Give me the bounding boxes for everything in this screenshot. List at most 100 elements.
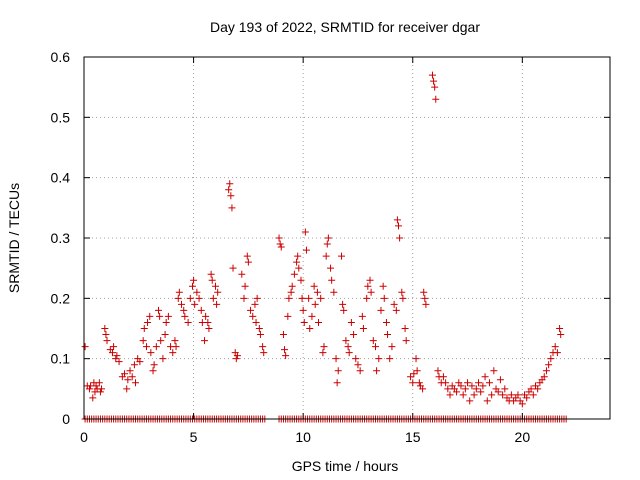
data-point xyxy=(490,367,498,375)
data-point xyxy=(288,282,296,290)
data-point xyxy=(188,282,196,290)
y-tick-label: 0.2 xyxy=(51,290,71,306)
data-point xyxy=(110,343,118,351)
data-point xyxy=(339,300,347,308)
data-point xyxy=(481,373,489,381)
y-tick-label: 0.4 xyxy=(51,170,71,186)
data-point xyxy=(412,355,420,363)
data-point xyxy=(142,343,150,351)
data-point xyxy=(501,385,509,393)
data-point xyxy=(124,376,132,384)
data-point xyxy=(431,83,439,91)
data-point xyxy=(373,367,381,375)
data-point xyxy=(472,385,480,393)
data-point xyxy=(95,379,103,387)
data-point xyxy=(233,352,241,360)
data-point xyxy=(299,306,307,314)
data-point xyxy=(409,379,417,387)
data-point xyxy=(260,349,268,357)
data-point xyxy=(174,294,182,302)
data-point xyxy=(201,337,209,345)
data-point xyxy=(422,300,430,308)
data-point xyxy=(384,331,392,339)
y-tick-label: 0.5 xyxy=(51,109,71,125)
chart-title: Day 193 of 2022, SRMTID for receiver dga… xyxy=(210,19,480,35)
data-point xyxy=(294,252,302,260)
data-point xyxy=(101,325,109,332)
axis-ticks: 0 5 10 15 20 0 0.1 0.2 0.3 0.4 0.5 0.6 xyxy=(51,49,610,445)
data-point xyxy=(253,294,261,302)
data-point xyxy=(275,234,283,242)
data-point xyxy=(256,331,264,339)
data-point xyxy=(276,240,284,248)
data-point xyxy=(212,282,219,290)
data-point xyxy=(419,385,427,393)
data-point xyxy=(442,379,450,387)
data-point xyxy=(184,318,192,326)
data-point xyxy=(190,276,198,284)
data-point xyxy=(308,312,316,320)
data-point xyxy=(214,288,222,296)
data-point xyxy=(297,276,305,284)
data-point xyxy=(364,282,372,290)
data-point xyxy=(130,361,138,369)
data-point xyxy=(102,331,110,339)
data-point xyxy=(393,216,401,224)
data-point xyxy=(202,312,210,320)
data-point xyxy=(439,373,447,381)
data-point xyxy=(432,95,440,103)
data-point xyxy=(367,288,375,296)
data-point xyxy=(444,385,452,393)
data-point xyxy=(377,306,385,314)
data-point xyxy=(494,388,502,396)
data-point xyxy=(139,337,147,345)
data-point xyxy=(162,318,170,326)
data-point xyxy=(113,352,121,360)
data-point xyxy=(126,367,134,375)
y-tick-label: 0 xyxy=(62,411,70,427)
data-point xyxy=(356,367,364,375)
data-point xyxy=(420,288,428,296)
data-point xyxy=(172,343,180,351)
grid-lines xyxy=(84,57,610,419)
data-point xyxy=(298,294,306,302)
data-point xyxy=(302,246,310,254)
data-point xyxy=(483,397,491,405)
data-point xyxy=(332,355,340,363)
x-tick-label: 20 xyxy=(515,429,531,445)
x-tick-label: 0 xyxy=(80,429,88,445)
x-axis-label: GPS time / hours xyxy=(292,458,399,474)
data-point xyxy=(477,388,485,396)
data-point xyxy=(290,270,298,278)
data-point xyxy=(470,391,478,399)
data-point xyxy=(344,343,352,351)
y-tick-label: 0.3 xyxy=(51,230,71,246)
data-point xyxy=(157,337,165,345)
data-point xyxy=(421,294,429,302)
data-point xyxy=(186,294,194,302)
data-point xyxy=(287,288,295,296)
data-point xyxy=(402,337,410,345)
data-point xyxy=(334,367,342,375)
data-point xyxy=(209,294,217,302)
data-point xyxy=(507,391,515,399)
data-point xyxy=(461,385,469,393)
data-point xyxy=(363,294,371,302)
data-point xyxy=(327,264,335,272)
data-point xyxy=(252,318,260,326)
data-point xyxy=(369,337,377,345)
data-point xyxy=(238,270,246,278)
y-tick-label: 0.1 xyxy=(51,351,71,367)
data-point xyxy=(205,325,213,332)
data-point xyxy=(398,288,406,296)
data-point xyxy=(150,361,158,369)
data-point xyxy=(350,331,358,339)
data-point xyxy=(191,300,199,308)
data-point xyxy=(85,385,93,393)
data-point xyxy=(380,294,388,302)
data-point xyxy=(466,397,474,405)
data-point xyxy=(112,355,120,363)
data-point xyxy=(410,370,418,378)
data-point xyxy=(534,385,542,393)
